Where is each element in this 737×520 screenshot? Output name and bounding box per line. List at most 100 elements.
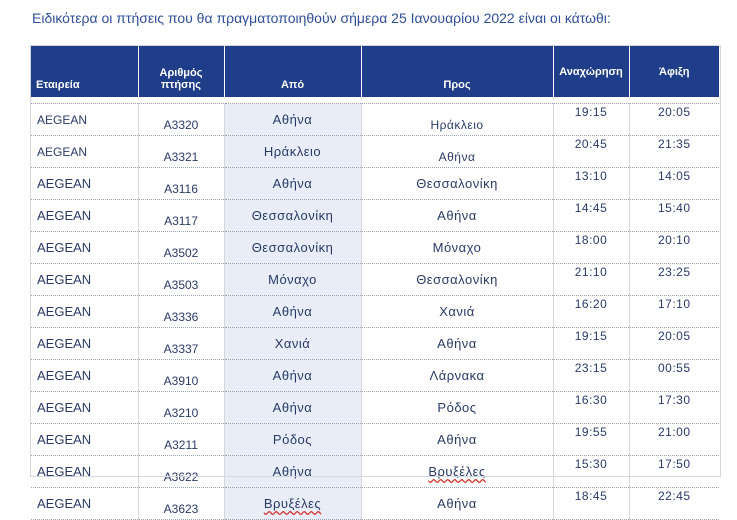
to-cell-text: Βρυξέλες xyxy=(428,464,486,479)
arrival-cell: 22:45 xyxy=(629,487,719,520)
airline-cell: AEGEAN xyxy=(31,231,139,264)
to-cell-text: Αθήνα xyxy=(437,432,477,447)
departure-cell: 15:30 xyxy=(553,455,630,488)
flight-number-cell-text: A3210 xyxy=(163,406,199,420)
flight-number-cell: A3116 xyxy=(138,167,225,200)
airline-cell-text: AEGEAN xyxy=(37,400,92,415)
flight-number-cell-text: A3320 xyxy=(163,118,199,132)
to-cell: Θεσσαλονίκη xyxy=(361,167,554,200)
to-cell-text: Αθήνα xyxy=(437,336,477,351)
departure-cell-text: 16:20 xyxy=(574,297,608,311)
from-cell: Ηράκλειο xyxy=(224,135,362,168)
airline-cell: AEGEAN xyxy=(31,167,139,200)
departure-cell: 19:15 xyxy=(553,103,630,136)
airline-cell-text: AEGEAN xyxy=(37,240,92,255)
departure-cell-text: 19:15 xyxy=(574,329,608,343)
flight-number-cell: A3117 xyxy=(138,199,225,232)
from-cell-text: Αθήνα xyxy=(272,400,313,415)
flight-number-cell: A3337 xyxy=(138,327,225,360)
arrival-cell: 15:40 xyxy=(629,199,719,232)
from-cell: Αθήνα xyxy=(224,391,362,424)
header-airline: Εταιρεία xyxy=(31,46,139,97)
table-row: AEGEAN A3210 Αθήνα Ρόδος 16:30 17:30 xyxy=(31,391,719,424)
flight-number-cell-text: A3502 xyxy=(163,246,199,260)
table-row: AEGEAN A3211 Ρόδος Αθήνα 19:55 21:00 xyxy=(31,423,719,456)
airline-cell-text: AEGEAN xyxy=(37,432,92,447)
airline-cell-text: AEGEAN xyxy=(37,464,92,479)
arrival-cell: 21:35 xyxy=(629,135,719,168)
to-cell: Αθήνα xyxy=(361,423,554,456)
table-row: AEGEAN A3622 Αθήνα Βρυξέλες 15:30 17:50 xyxy=(31,455,719,488)
departure-cell-text: 19:55 xyxy=(574,425,608,439)
header-flight-number: Αριθμός πτήσης xyxy=(138,46,225,97)
table-row: AEGEAN A3336 Αθήνα Χανιά 16:20 17:10 xyxy=(31,295,719,328)
to-cell-text: Χανιά xyxy=(439,304,475,319)
header-arrival: Άφιξη xyxy=(629,46,719,97)
departure-cell-text: 23:15 xyxy=(574,361,608,375)
from-cell: Χανιά xyxy=(224,327,362,360)
departure-cell-text: 14:45 xyxy=(574,201,608,215)
from-cell-text: Χανιά xyxy=(274,336,311,351)
to-cell: Αθήνα xyxy=(361,135,554,168)
arrival-cell-text: 22:45 xyxy=(657,489,691,503)
airline-cell: AEGEAN xyxy=(31,295,139,328)
to-cell: Χανιά xyxy=(361,295,554,328)
airline-cell-text: AEGEAN xyxy=(37,368,92,383)
arrival-cell-text: 23:25 xyxy=(657,265,691,279)
airline-cell: AEGEAN xyxy=(31,487,139,520)
to-cell-text: Ηράκλειο xyxy=(430,118,484,132)
arrival-cell: 00:55 xyxy=(629,359,719,392)
departure-cell: 18:45 xyxy=(553,487,630,520)
flight-number-cell: A3622 xyxy=(138,455,225,488)
table-spacer-row xyxy=(31,97,719,104)
to-cell: Θεσσαλονίκη xyxy=(361,263,554,296)
from-cell-text: Μόναχο xyxy=(268,272,317,287)
departure-cell: 14:45 xyxy=(553,199,630,232)
departure-cell-text: 18:45 xyxy=(574,489,608,503)
arrival-cell: 21:00 xyxy=(629,423,719,456)
to-cell: Αθήνα xyxy=(361,487,554,520)
airline-cell-text: AEGEAN xyxy=(37,144,88,159)
arrival-cell: 23:25 xyxy=(629,263,719,296)
flight-number-cell-text: A3211 xyxy=(164,438,198,452)
airline-cell-text: AEGEAN xyxy=(37,176,92,191)
airline-cell: AEGEAN xyxy=(31,263,139,296)
arrival-cell-text: 21:35 xyxy=(657,137,691,151)
flight-number-cell-text: A3336 xyxy=(163,310,199,324)
from-cell: Θεσσαλονίκη xyxy=(224,231,362,264)
arrival-cell: 20:05 xyxy=(629,103,719,136)
flight-number-cell: A3502 xyxy=(138,231,225,264)
airline-cell-text: AEGEAN xyxy=(37,304,92,319)
to-cell-text: Ρόδος xyxy=(437,400,477,415)
arrival-cell-text: 20:05 xyxy=(657,329,691,343)
from-cell: Αθήνα xyxy=(224,295,362,328)
arrival-cell: 20:10 xyxy=(629,231,719,264)
to-cell-text: Αθήνα xyxy=(437,208,477,223)
departure-cell: 20:45 xyxy=(553,135,630,168)
from-cell-text: Βρυξέλες xyxy=(263,496,322,511)
departure-cell-text: 21:10 xyxy=(574,265,608,279)
flight-number-cell-text: A3622 xyxy=(163,470,199,484)
departure-cell-text: 16:30 xyxy=(574,393,608,407)
departure-cell-text: 19:15 xyxy=(574,105,608,119)
arrival-cell-text: 14:05 xyxy=(657,169,691,183)
departure-cell-text: 18:00 xyxy=(574,233,608,247)
airline-cell: AEGEAN xyxy=(31,103,139,136)
departure-cell: 19:15 xyxy=(553,327,630,360)
to-cell-text: Αθήνα xyxy=(437,496,477,511)
from-cell-text: Θεσσαλονίκη xyxy=(251,240,334,255)
flight-number-cell: A3503 xyxy=(138,263,225,296)
from-cell: Θεσσαλονίκη xyxy=(224,199,362,232)
flight-number-cell-text: A3910 xyxy=(163,374,199,388)
header-flight-line1: Αριθμός xyxy=(159,67,203,79)
departure-cell: 16:20 xyxy=(553,295,630,328)
from-cell-text: Αθήνα xyxy=(272,112,313,127)
flight-number-cell: A3910 xyxy=(138,359,225,392)
from-cell-text: Αθήνα xyxy=(272,368,313,383)
to-cell-text: Θεσσαλονίκη xyxy=(416,176,498,191)
to-cell-text: Αθήνα xyxy=(438,150,476,164)
from-cell-text: Ρόδος xyxy=(272,432,313,447)
table-row: AEGEAN A3502 Θεσσαλονίκη Μόναχο 18:00 20:10 xyxy=(31,231,719,264)
arrival-cell: 20:05 xyxy=(629,327,719,360)
departure-cell: 23:15 xyxy=(553,359,630,392)
